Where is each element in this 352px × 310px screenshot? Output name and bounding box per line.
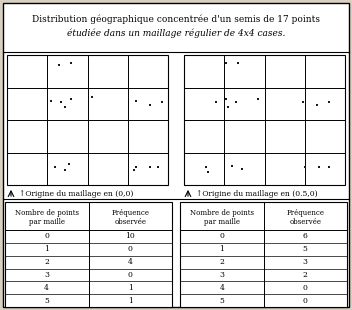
Text: ↑Origine du maillage en (0.5,0): ↑Origine du maillage en (0.5,0): [196, 190, 318, 198]
Text: Nombre de points
par maille: Nombre de points par maille: [15, 209, 79, 226]
Text: 0: 0: [303, 297, 308, 305]
Text: Distribution géographique concentrée d'un semis de 17 points: Distribution géographique concentrée d'u…: [32, 15, 320, 24]
Text: 2: 2: [44, 258, 49, 266]
Text: 2: 2: [303, 271, 308, 279]
Text: 0: 0: [128, 245, 133, 253]
Text: Fréquence
observée: Fréquence observée: [286, 209, 324, 226]
Text: ↑Origine du maillage en (0,0): ↑Origine du maillage en (0,0): [19, 190, 133, 198]
Text: 1: 1: [128, 284, 133, 292]
Text: 4: 4: [128, 258, 133, 266]
Text: 4: 4: [219, 284, 224, 292]
Bar: [5, 202, 172, 307]
Bar: [7, 55, 168, 185]
Text: 4: 4: [44, 284, 49, 292]
Bar: [184, 55, 345, 185]
Text: 10: 10: [125, 232, 135, 241]
Text: 5: 5: [219, 297, 224, 305]
Text: 1: 1: [128, 297, 133, 305]
Text: 1: 1: [219, 245, 224, 253]
Text: 3: 3: [303, 258, 308, 266]
Text: Fréquence
observée: Fréquence observée: [111, 209, 149, 226]
Text: 0: 0: [219, 232, 224, 241]
Text: 6: 6: [303, 232, 308, 241]
Text: 5: 5: [44, 297, 49, 305]
Text: 0: 0: [128, 271, 133, 279]
Text: étudiée dans un maillage régulier de 4x4 cases.: étudiée dans un maillage régulier de 4x4…: [67, 28, 285, 38]
Text: 0: 0: [44, 232, 49, 241]
Text: Nombre de points
par maille: Nombre de points par maille: [190, 209, 254, 226]
Text: 3: 3: [44, 271, 49, 279]
Bar: [180, 202, 347, 307]
Text: 2: 2: [219, 258, 224, 266]
Text: 1: 1: [44, 245, 49, 253]
Text: 3: 3: [219, 271, 224, 279]
Text: 0: 0: [303, 284, 308, 292]
Text: 5: 5: [303, 245, 308, 253]
